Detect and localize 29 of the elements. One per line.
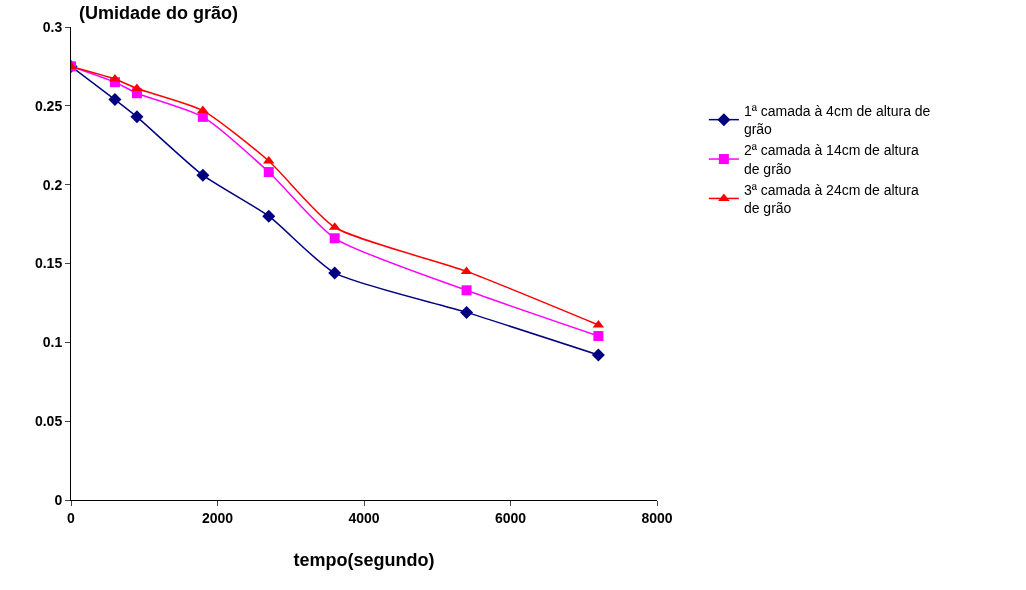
x-tick-label: 6000 [494, 509, 527, 526]
x-axis-title: tempo(segundo) [293, 549, 435, 570]
point [329, 233, 340, 244]
legend-label: 2ª camada à 14cm de altura de grão [743, 142, 919, 177]
point [461, 285, 472, 296]
legend-label: 1ª camada à 4cm de altura de grão [743, 103, 931, 138]
legend-label: 3ª camada à 24cm de altura de grão [743, 181, 919, 216]
point [591, 348, 605, 362]
point [197, 105, 209, 114]
point [108, 93, 122, 107]
y-tick-label: 0.3 [42, 18, 63, 35]
point [460, 305, 474, 319]
y-tick-label: 0 [54, 491, 63, 508]
y-tick-label: 0.1 [42, 334, 63, 351]
point [262, 209, 276, 223]
point [196, 168, 210, 182]
y-axis-title: (Umidade do grão) [79, 3, 239, 23]
point [263, 167, 274, 178]
point [593, 331, 604, 342]
x-tick-label: 0 [67, 509, 76, 526]
point [130, 110, 144, 124]
x-tick-label: 2000 [201, 509, 234, 526]
x-tick-label: 8000 [641, 509, 673, 526]
y-tick-label: 0.05 [34, 413, 63, 430]
y-tick-label: 0.2 [42, 176, 63, 193]
point [328, 266, 342, 280]
y-tick-label: 0.15 [34, 255, 63, 272]
x-tick-label: 4000 [348, 509, 380, 526]
y-tick-label: 0.25 [34, 97, 63, 114]
